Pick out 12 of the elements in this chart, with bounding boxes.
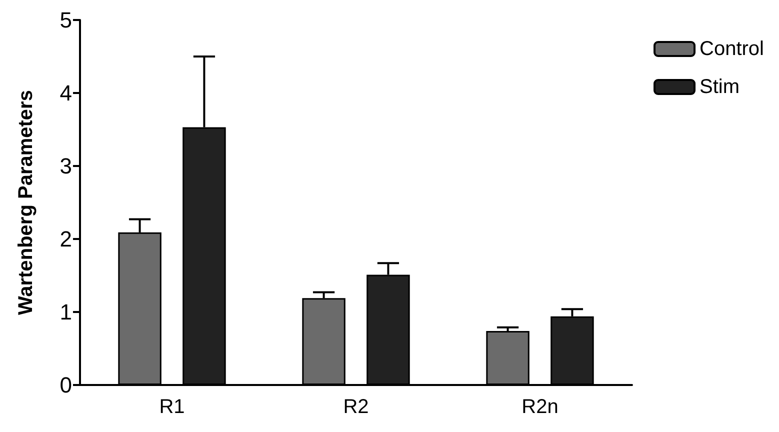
y-tick-label: 4 [60,80,72,106]
x-tick-label: R2n [522,396,558,418]
x-tick-label: R2 [343,396,369,418]
y-tick-label: 0 [60,372,72,398]
y-tick-label: 1 [60,300,72,324]
y-tick-label: 3 [60,154,72,178]
legend-label: Stim [700,76,740,98]
legend-label: Control [700,38,764,60]
y-tick-label: 5 [60,8,72,32]
y-axis-title: Wartenberg Parameters [15,90,37,315]
y-tick-label: 2 [60,226,72,252]
x-tick-label: R1 [159,396,185,418]
